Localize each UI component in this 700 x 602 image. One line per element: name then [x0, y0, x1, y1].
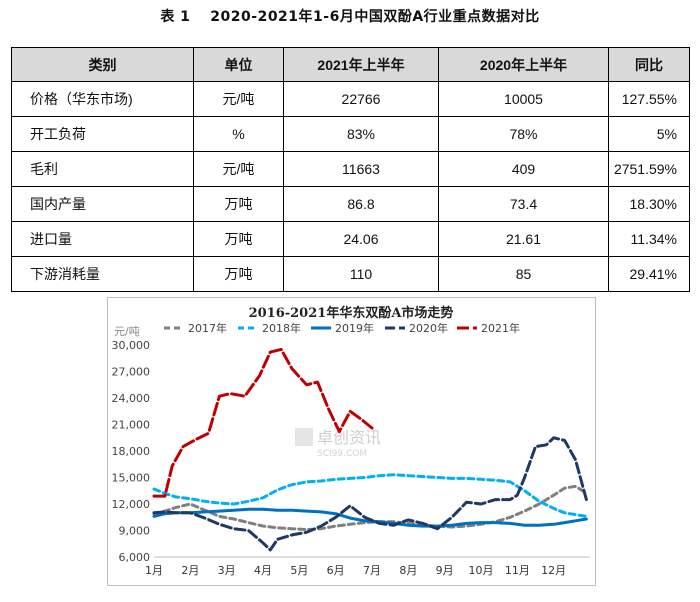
- cell-2021h1: 86.8: [283, 186, 439, 222]
- cell-yoy: 18.30%: [608, 186, 690, 222]
- cell-category: 开工负荷: [11, 116, 194, 152]
- table-header-row: 类别 单位 2021年上半年 2020年上半年 同比: [11, 47, 690, 82]
- cell-unit: 万吨: [193, 221, 284, 257]
- summary-table: 类别 单位 2021年上半年 2020年上半年 同比 价格（华东市场) 元/吨 …: [11, 47, 690, 292]
- table-row: 毛利 元/吨 11663 409 2751.59%: [11, 151, 690, 187]
- cell-2020h1: 73.4: [438, 186, 609, 222]
- y-tick-label: 6,000: [119, 551, 151, 564]
- table-row: 价格（华东市场) 元/吨 22766 10005 127.55%: [11, 81, 690, 117]
- cell-2020h1: 85: [438, 256, 609, 292]
- cell-2021h1: 110: [283, 256, 439, 292]
- x-tick-label: 9月: [436, 564, 454, 577]
- y-tick-label: 15,000: [112, 472, 151, 485]
- legend-label-2021年: 2021年: [481, 321, 520, 335]
- price-trend-chart: 2016-2021年华东双酚A市场走势元/吨 2017年 2018年 2019年 202…: [107, 297, 596, 586]
- cell-2020h1: 78%: [438, 116, 609, 152]
- watermark-subtext: SCI99.COM: [317, 449, 367, 459]
- table-row: 国内产量 万吨 86.8 73.4 18.30%: [11, 186, 690, 222]
- table-row: 开工负荷 % 83% 78% 5%: [11, 116, 690, 152]
- cell-2021h1: 22766: [283, 81, 439, 117]
- y-tick-label: 30,000: [112, 339, 151, 352]
- table-row: 下游消耗量 万吨 110 85 29.41%: [11, 256, 690, 292]
- legend-label-2017年: 2017年: [188, 321, 227, 335]
- cell-2021h1: 24.06: [283, 221, 439, 257]
- cell-unit: %: [193, 116, 284, 152]
- y-tick-label: 21,000: [112, 419, 151, 432]
- cell-category: 进口量: [11, 221, 194, 257]
- y-tick-label: 9,000: [119, 525, 151, 538]
- cell-category: 毛利: [11, 151, 194, 187]
- series-line-2020年: [152, 436, 588, 552]
- cell-2020h1: 10005: [438, 81, 609, 117]
- cell-yoy: 127.55%: [608, 81, 690, 117]
- x-tick-label: 11月: [505, 564, 530, 577]
- x-tick-label: 5月: [290, 564, 308, 577]
- x-tick-label: 7月: [363, 564, 381, 577]
- cell-unit: 万吨: [193, 186, 284, 222]
- cell-category: 价格（华东市场): [11, 81, 194, 117]
- watermark-logo: [295, 428, 313, 446]
- cell-2020h1: 409: [438, 151, 609, 187]
- y-tick-label: 18,000: [112, 445, 151, 458]
- header-2021h1: 2021年上半年: [283, 47, 439, 82]
- y-tick-label: 24,000: [112, 392, 151, 405]
- cell-yoy: 11.34%: [608, 221, 690, 257]
- legend-label-2018年: 2018年: [262, 321, 301, 335]
- x-tick-label: 8月: [399, 564, 417, 577]
- x-tick-label: 6月: [327, 564, 345, 577]
- y-tick-label: 12,000: [112, 498, 151, 511]
- cell-unit: 元/吨: [193, 151, 284, 187]
- y-axis-unit-label: 元/吨: [114, 325, 140, 338]
- x-tick-label: 4月: [254, 564, 272, 577]
- table-row: 进口量 万吨 24.06 21.61 11.34%: [11, 221, 690, 257]
- x-tick-label: 10月: [469, 564, 494, 577]
- chart-title: 2016-2021年华东双酚A市场走势: [249, 305, 454, 321]
- cell-2021h1: 11663: [283, 151, 439, 187]
- cell-unit: 万吨: [193, 256, 284, 292]
- legend-label-2020年: 2020年: [409, 321, 448, 335]
- watermark-text: 卓创资讯: [317, 428, 381, 447]
- series-line-2021年: [152, 347, 374, 498]
- cell-2020h1: 21.61: [438, 221, 609, 257]
- x-tick-label: 12月: [541, 564, 566, 577]
- table-caption: 表 1 2020-2021年1-6月中国双酚A行业重点数据对比: [160, 9, 540, 25]
- cell-unit: 元/吨: [193, 81, 284, 117]
- cell-yoy: 29.41%: [608, 256, 690, 292]
- cell-yoy: 2751.59%: [608, 151, 690, 187]
- x-tick-label: 2月: [181, 564, 199, 577]
- header-2020h1: 2020年上半年: [438, 47, 609, 82]
- legend-label-2019年: 2019年: [335, 321, 374, 335]
- cell-category: 下游消耗量: [11, 256, 194, 292]
- y-tick-label: 27,000: [112, 366, 151, 379]
- x-tick-label: 1月: [145, 564, 163, 577]
- cell-2021h1: 83%: [283, 116, 439, 152]
- header-yoy: 同比: [608, 47, 690, 82]
- cell-yoy: 5%: [608, 116, 690, 152]
- header-unit: 单位: [193, 47, 284, 82]
- x-tick-label: 3月: [218, 564, 236, 577]
- cell-category: 国内产量: [11, 186, 194, 222]
- header-category: 类别: [11, 47, 194, 82]
- series-line-2018年: [152, 473, 588, 518]
